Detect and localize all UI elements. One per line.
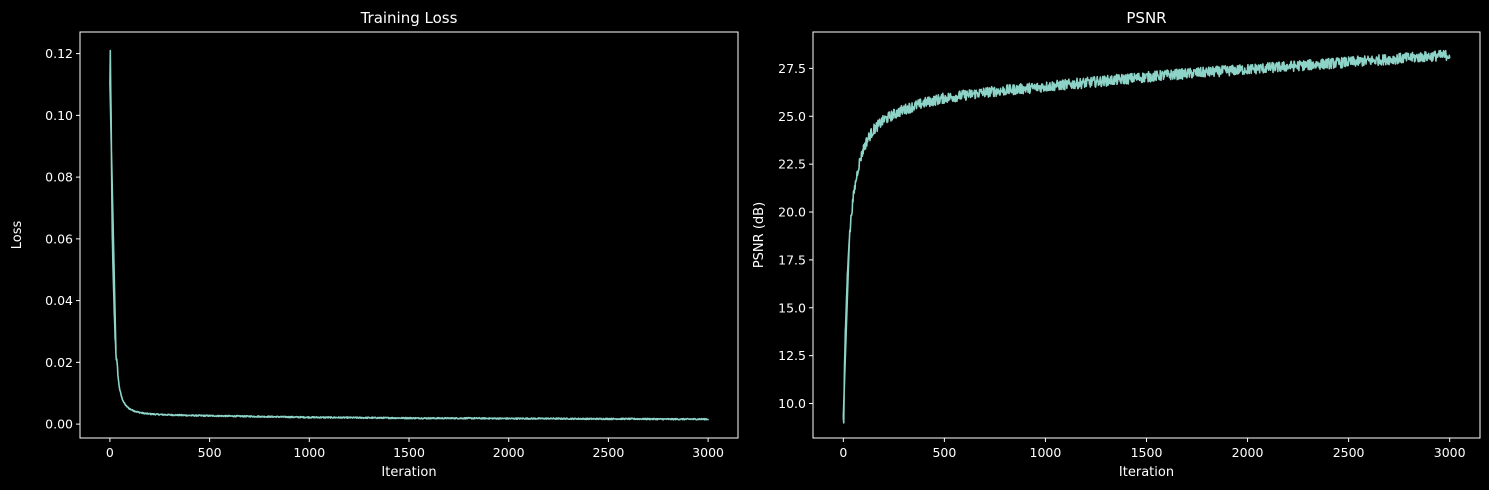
loss-x-tick-label: 500	[198, 445, 222, 460]
psnr-x-tick-label: 1000	[1030, 445, 1062, 460]
loss-x-tick-label: 3000	[692, 445, 724, 460]
psnr-x-axis-label: Iteration	[1119, 465, 1174, 480]
psnr-x-tick-label: 500	[932, 445, 956, 460]
psnr-x-tick-label: 2000	[1232, 445, 1264, 460]
loss-x-tick-label: 2500	[592, 445, 624, 460]
psnr-y-tick-label: 20.0	[778, 205, 806, 220]
psnr-y-tick-label: 22.5	[778, 157, 806, 172]
psnr-y-tick-label: 17.5	[778, 252, 806, 267]
psnr-y-tick-label: 15.0	[778, 300, 806, 315]
loss-y-tick-label: 0.00	[45, 417, 73, 432]
psnr-x-tick-label: 2500	[1333, 445, 1365, 460]
loss-x-tick-label: 1500	[393, 445, 425, 460]
loss-y-tick-label: 0.06	[45, 231, 73, 246]
loss-x-tick-label: 0	[106, 445, 114, 460]
loss-y-tick-label: 0.02	[45, 355, 73, 370]
loss-y-tick-label: 0.10	[45, 108, 73, 123]
loss-plot-frame	[79, 31, 739, 439]
psnr-chart-title: PSNR	[1126, 9, 1166, 27]
psnr-y-tick-label: 27.5	[778, 61, 806, 76]
psnr-y-tick-label: 25.0	[778, 109, 806, 124]
loss-y-tick-label: 0.08	[45, 170, 73, 185]
psnr-plot-frame	[812, 31, 1481, 439]
loss-y-axis-label: Loss	[10, 221, 25, 250]
loss-y-tick-label: 0.04	[45, 293, 73, 308]
loss-chart-title: Training Loss	[360, 9, 458, 27]
psnr-chart: 0 500 1000 1500 2000 2500 3000 10.0 12.5 15.0 17.5…	[752, 9, 1481, 480]
psnr-x-tick-label: 3000	[1434, 445, 1466, 460]
psnr-series-line	[842, 49, 1451, 424]
psnr-y-tick-label: 12.5	[778, 348, 806, 363]
loss-series-line	[109, 49, 709, 421]
loss-x-tick-label: 1000	[293, 445, 325, 460]
psnr-x-tick-label: 0	[839, 445, 847, 460]
loss-x-axis-label: Iteration	[381, 465, 436, 480]
psnr-y-axis-label: PSNR (dB)	[752, 202, 767, 268]
training-loss-chart: 0 500 1000 1500 2000 2500 3000 0.00 0.02 0.04 0.06…	[10, 9, 739, 480]
psnr-y-tick-label: 10.0	[778, 396, 806, 411]
psnr-x-tick-label: 1500	[1131, 445, 1163, 460]
loss-y-tick-label: 0.12	[45, 46, 73, 61]
loss-x-tick-label: 2000	[493, 445, 525, 460]
